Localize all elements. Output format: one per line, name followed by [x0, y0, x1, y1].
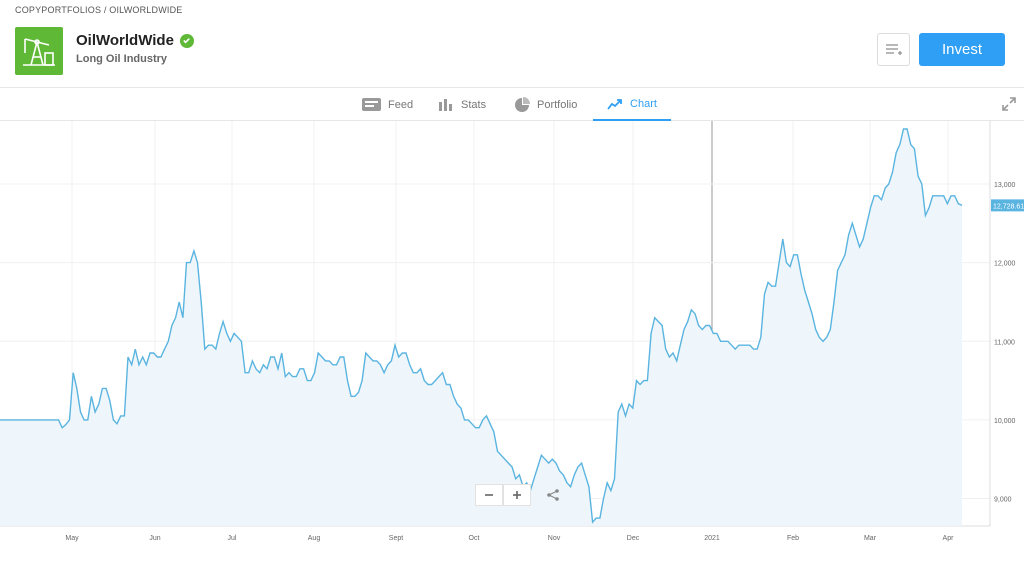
- tab-stats[interactable]: Stats: [438, 88, 486, 121]
- pie-icon: [515, 96, 530, 112]
- oil-pump-logo-icon: [15, 27, 63, 75]
- invest-button[interactable]: Invest: [919, 33, 1005, 66]
- zoom-out-button[interactable]: [475, 484, 503, 506]
- tab-portfolio[interactable]: Portfolio: [514, 88, 577, 121]
- x-tick-label: Sept: [389, 535, 403, 542]
- x-tick-label: Dec: [627, 535, 640, 542]
- feed-icon: [362, 98, 381, 111]
- expand-icon: [1002, 97, 1016, 111]
- series-line: [0, 128, 963, 524]
- x-tick-label: Nov: [548, 535, 561, 542]
- x-tick-label: Jun: [149, 535, 160, 542]
- list-add-icon: [885, 43, 902, 55]
- x-tick-label: Mar: [864, 535, 877, 542]
- stats-icon: [439, 99, 452, 111]
- x-tick-label: Jul: [228, 535, 237, 542]
- tab-portfolio-label: Portfolio: [537, 98, 578, 111]
- y-tick-label: 12,000: [994, 261, 1016, 268]
- x-tick-label: Aug: [308, 535, 321, 542]
- portfolio-tabs: Feed Stats Portfolio Chart: [0, 87, 1024, 121]
- minus-icon: [485, 494, 493, 496]
- y-tick-label: 13,000: [994, 182, 1016, 189]
- tab-chart-label: Chart: [630, 97, 657, 110]
- y-tick-label: 9,000: [994, 496, 1012, 503]
- chart-zoom-controls: [475, 484, 567, 506]
- tab-stats-label: Stats: [461, 98, 487, 111]
- x-tick-label: Feb: [787, 535, 799, 542]
- tab-feed[interactable]: Feed: [362, 88, 413, 121]
- breadcrumb-separator: /: [103, 5, 107, 15]
- portfolio-name: OilWorldWide: [76, 32, 174, 49]
- series-area: [0, 129, 962, 526]
- x-tick-label: Oct: [469, 535, 480, 542]
- plus-icon: [513, 491, 521, 499]
- portfolio-subtitle: Long Oil Industry: [76, 53, 168, 65]
- portfolio-title: OilWorldWide: [76, 32, 194, 49]
- verified-check-icon: [179, 33, 194, 48]
- breadcrumb-root-link[interactable]: COPYPORTFOLIOS: [15, 5, 102, 15]
- tab-feed-label: Feed: [388, 98, 414, 111]
- fullscreen-button[interactable]: [1002, 97, 1016, 116]
- y-tick-label: 10,000: [994, 418, 1016, 425]
- current-value-badge: [991, 199, 1024, 212]
- tab-chart[interactable]: Chart: [593, 88, 671, 121]
- current-value-label: 12,728.61: [993, 203, 1024, 210]
- zoom-in-button[interactable]: [503, 484, 531, 506]
- y-tick-label: 11,000: [994, 339, 1015, 346]
- share-button[interactable]: [539, 484, 567, 506]
- chart-trend-icon: [607, 98, 622, 110]
- portfolio-header: OilWorldWide Long Oil Industry Invest: [0, 20, 1024, 86]
- x-tick-label: May: [65, 535, 79, 542]
- add-to-watchlist-button[interactable]: [877, 33, 910, 66]
- x-tick-label: 2021: [704, 535, 720, 542]
- x-tick-label: Apr: [943, 535, 955, 542]
- breadcrumb: COPYPORTFOLIOS / OILWORLDWIDE: [15, 5, 183, 15]
- breadcrumb-current: OILWORLDWIDE: [109, 5, 183, 15]
- share-icon: [547, 489, 559, 501]
